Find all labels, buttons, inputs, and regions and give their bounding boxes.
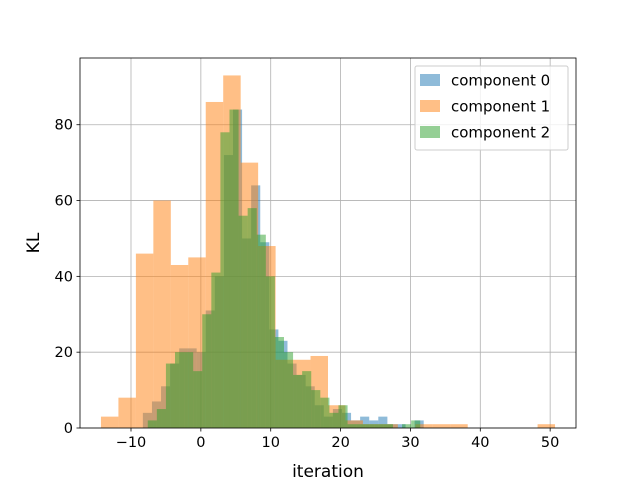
y-tick-label: 0 (64, 421, 73, 437)
histogram-bar (311, 390, 321, 428)
histogram-bar (402, 424, 412, 428)
histogram-bar (432, 424, 451, 428)
x-tick-label: 0 (196, 435, 205, 451)
legend: component 0 component 1 component 2 (414, 65, 569, 151)
histogram-bar (396, 424, 406, 428)
y-tick-label: 60 (55, 194, 73, 210)
histogram-bar (229, 109, 239, 429)
histogram-bar (338, 405, 348, 428)
x-tick-label: 30 (401, 435, 419, 451)
histogram-bar (147, 420, 157, 428)
histogram-bar (156, 409, 166, 428)
series-2-bars (147, 109, 421, 429)
legend-swatch (420, 126, 440, 138)
histogram-bar (100, 416, 119, 428)
histogram-bar (378, 416, 388, 428)
x-axis-ticks: −10 0 10 20 30 40 50 (116, 428, 559, 451)
histogram-bar (135, 253, 154, 428)
x-tick-label: 40 (471, 435, 489, 451)
legend-label: component 1 (451, 98, 550, 116)
y-tick-label: 20 (55, 345, 73, 361)
histogram-bar (184, 352, 194, 428)
histogram-bar (320, 397, 330, 428)
histogram-bars (100, 75, 556, 429)
histogram-bar (374, 424, 384, 428)
histogram-bar (256, 234, 266, 428)
histogram-bar (383, 424, 393, 428)
histogram-bar (415, 424, 433, 428)
x-tick-label: 10 (261, 435, 279, 451)
histogram-bar (293, 374, 303, 428)
histogram-bar (347, 424, 357, 428)
x-axis-label: iteration (292, 462, 364, 480)
histogram-bar (302, 371, 312, 428)
legend-swatch (420, 74, 440, 86)
legend-label: component 2 (451, 124, 550, 142)
histogram-bar (247, 208, 257, 428)
x-tick-label: 50 (541, 435, 559, 451)
y-tick-label: 80 (55, 118, 73, 134)
y-axis-ticks: 0 20 40 60 80 (55, 118, 80, 437)
legend-swatch (420, 100, 440, 112)
histogram-bar (238, 215, 248, 428)
histogram-bar (283, 352, 294, 428)
histogram-bar (165, 363, 176, 428)
histogram-bar (537, 424, 556, 428)
x-tick-label: −10 (116, 435, 147, 451)
histogram-bar (175, 352, 185, 428)
histogram-bar (356, 424, 366, 428)
histogram-bar (411, 420, 421, 428)
legend-box (414, 65, 569, 151)
histogram-bar (365, 424, 375, 428)
plot-frame (79, 57, 577, 429)
histogram-bar (118, 397, 136, 428)
y-tick-label: 40 (55, 269, 73, 285)
histogram-bar (450, 424, 468, 428)
x-tick-label: 20 (331, 435, 349, 451)
histogram-bar (220, 132, 230, 428)
y-axis-label: KL (24, 232, 44, 253)
histogram-bar (211, 272, 221, 428)
histogram-bar (265, 276, 275, 428)
histogram-bar (193, 371, 203, 428)
legend-label: component 0 (451, 72, 550, 90)
histogram-bar (360, 416, 370, 428)
histogram-bar (202, 314, 212, 428)
histogram-bar (329, 412, 339, 428)
histogram-bar (274, 337, 284, 428)
